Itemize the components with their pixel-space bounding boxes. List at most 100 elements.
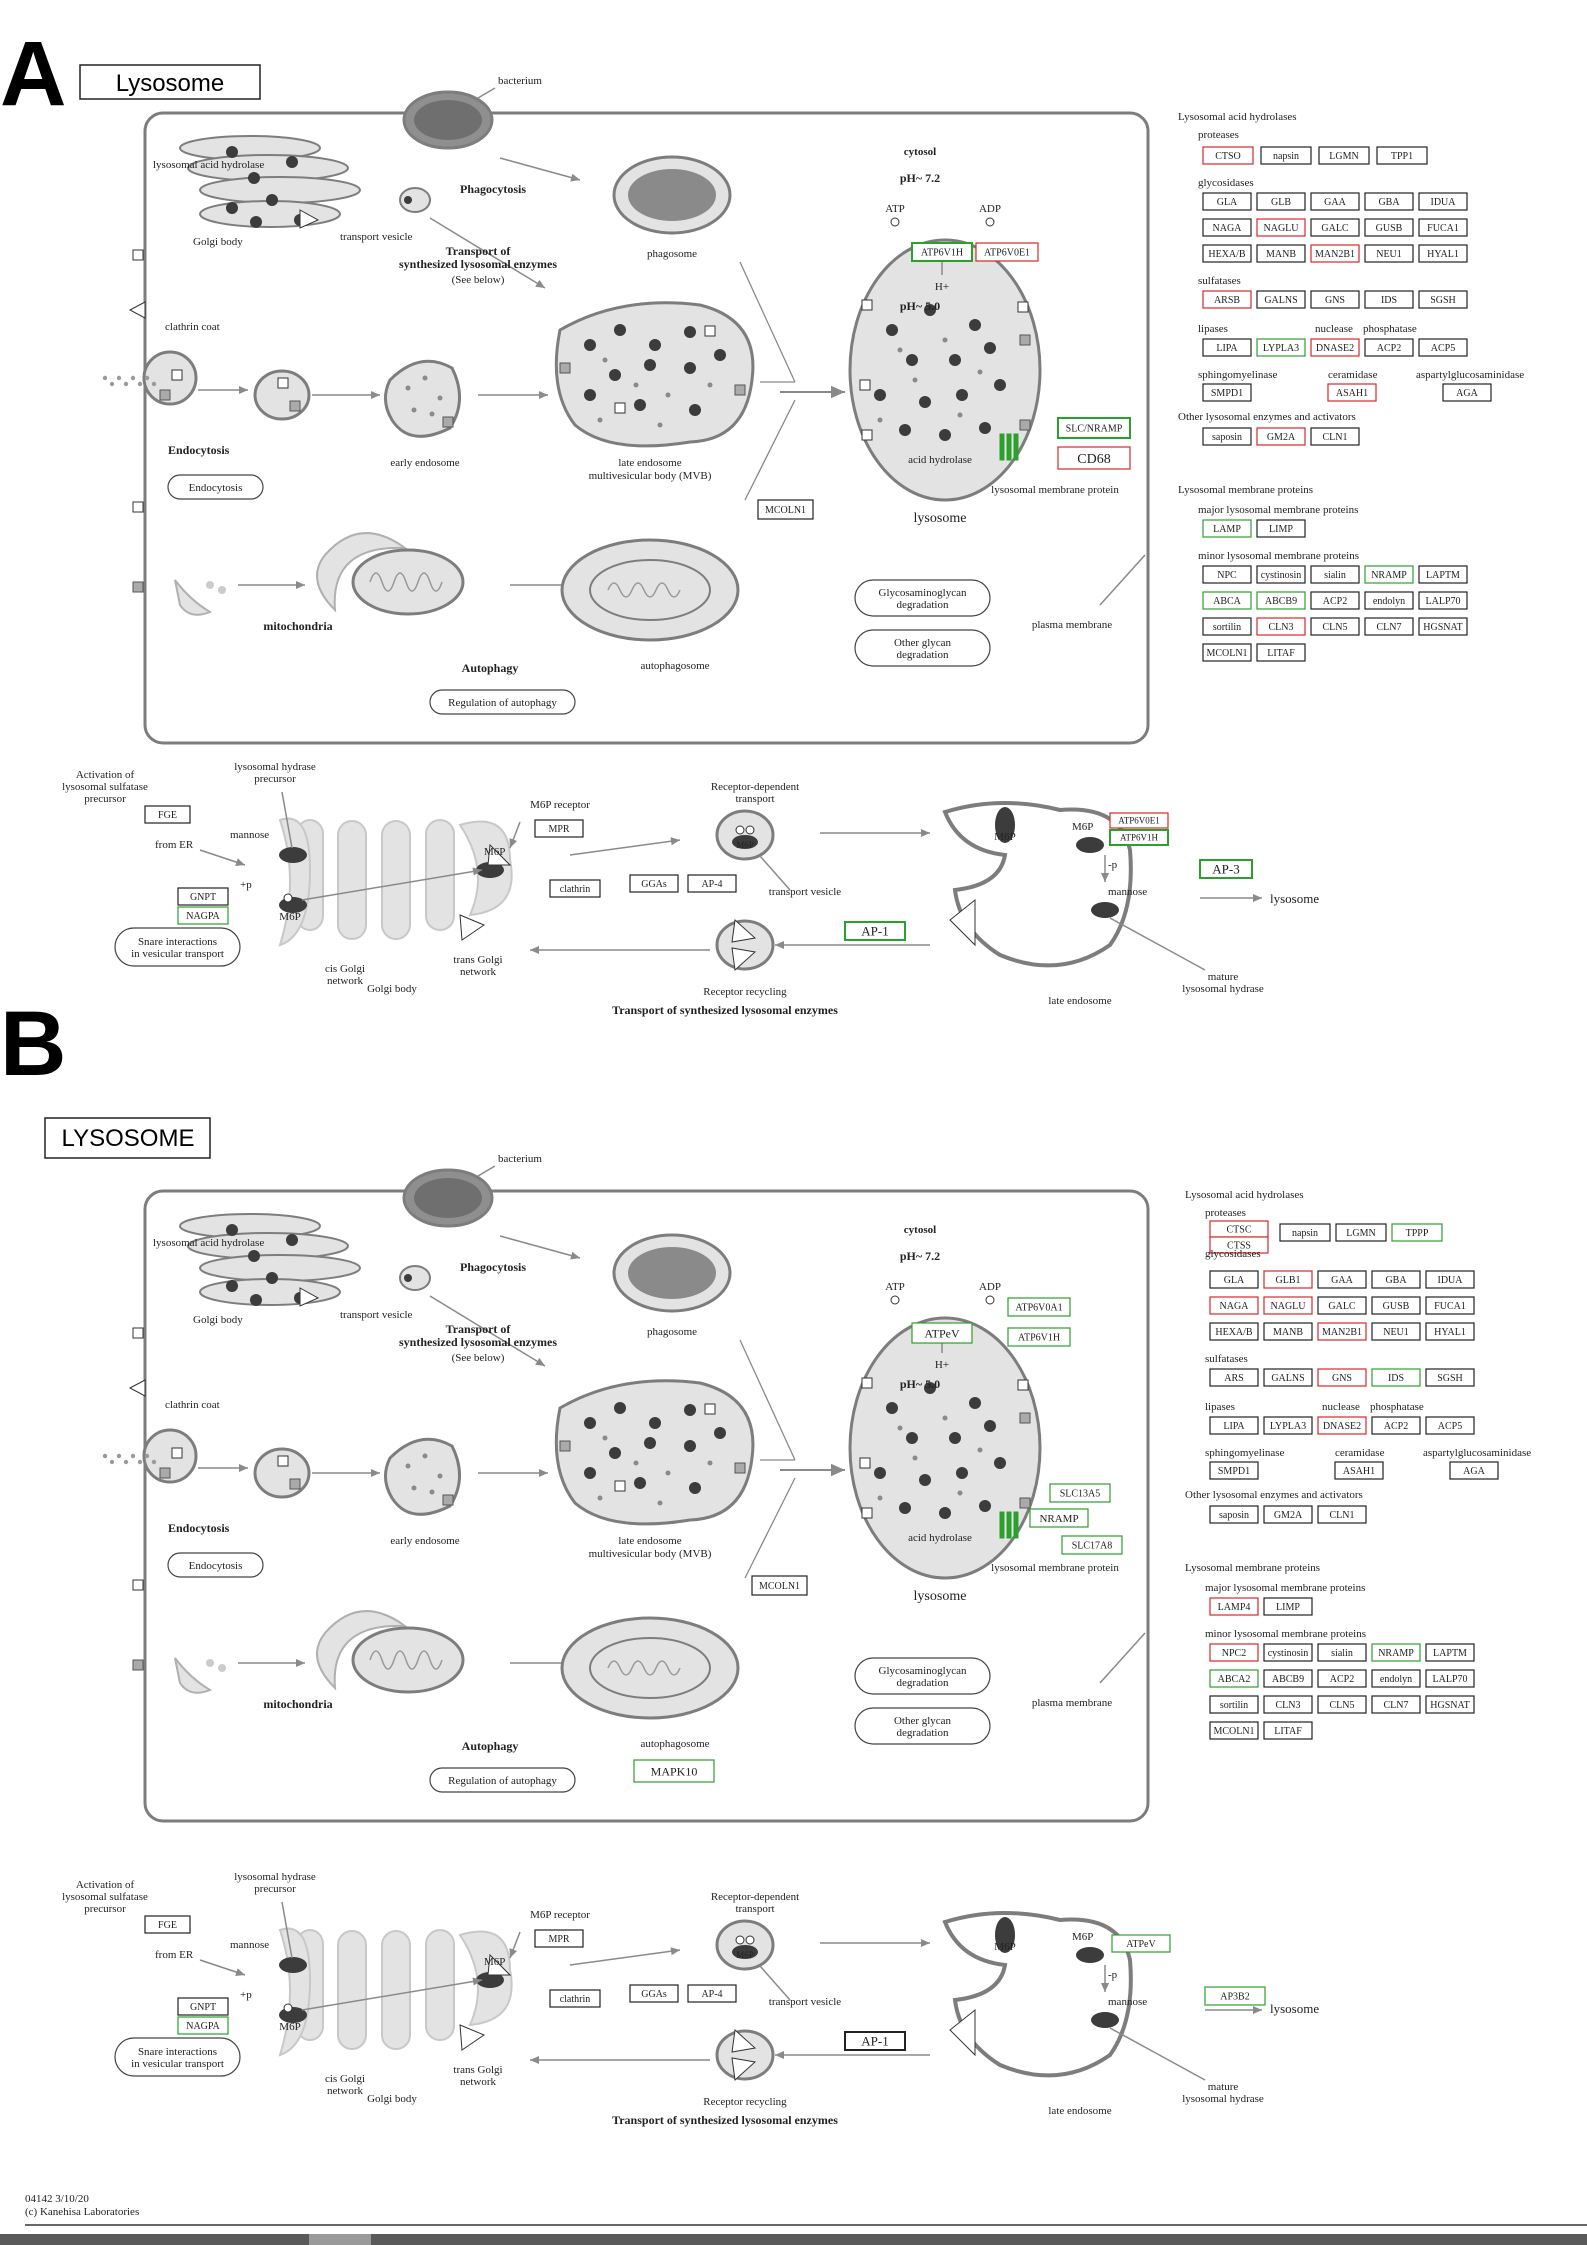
gene-box[interactable] [1263, 1368, 1313, 1387]
gene-box[interactable] [1425, 1695, 1475, 1714]
gene-box[interactable] [1209, 1669, 1259, 1688]
gene-box[interactable] [1364, 244, 1414, 263]
gene-box[interactable] [1209, 1322, 1259, 1341]
gene-box[interactable] [1425, 1643, 1475, 1662]
gene-box[interactable] [1418, 565, 1468, 584]
gene-box[interactable] [1317, 1322, 1367, 1341]
gene-box[interactable] [1202, 643, 1252, 662]
gene-box[interactable] [1209, 1643, 1259, 1662]
gene-box[interactable] [1209, 1270, 1259, 1289]
gene-box[interactable] [1256, 617, 1306, 636]
gene-box[interactable] [687, 1984, 737, 2003]
gene-box[interactable] [177, 887, 229, 906]
gene-box[interactable] [1202, 290, 1252, 309]
gene-box[interactable] [687, 874, 737, 893]
gene-box[interactable] [1364, 218, 1414, 237]
gene-box[interactable] [1364, 338, 1414, 357]
gene-box[interactable] [177, 2016, 229, 2035]
gene-box[interactable] [1209, 1597, 1259, 1616]
gene-box[interactable] [1202, 427, 1252, 446]
gene-box[interactable] [1310, 565, 1360, 584]
gene-box[interactable] [1425, 1322, 1475, 1341]
gene-box[interactable] [1371, 1669, 1421, 1688]
gene-box[interactable] [1391, 1223, 1443, 1242]
gene-box[interactable] [1263, 1322, 1313, 1341]
gene-box[interactable] [1209, 1461, 1259, 1480]
gene-box[interactable] [1364, 192, 1414, 211]
gene-box[interactable] [1310, 218, 1360, 237]
gene-box[interactable] [1418, 591, 1468, 610]
gene-box[interactable] [1202, 383, 1252, 402]
gene-box[interactable] [1425, 1416, 1475, 1435]
gene-box[interactable] [1209, 1236, 1269, 1254]
gene-box[interactable] [1263, 1505, 1313, 1524]
gene-box[interactable] [1007, 1327, 1071, 1347]
gene-box[interactable] [1209, 1505, 1259, 1524]
gene-box[interactable] [1310, 244, 1360, 263]
gene-box[interactable] [549, 879, 601, 898]
gene-box[interactable] [1049, 1483, 1111, 1503]
gene-box[interactable] [911, 242, 973, 262]
gene-box[interactable] [1263, 1695, 1313, 1714]
gene-box[interactable] [1109, 812, 1169, 829]
gene-box[interactable] [751, 1575, 808, 1596]
gene-box[interactable] [1418, 218, 1468, 237]
gene-box[interactable] [1029, 1508, 1089, 1528]
gene-box[interactable] [1260, 146, 1312, 165]
gene-box[interactable] [1335, 1223, 1387, 1242]
gene-box[interactable] [1263, 1416, 1313, 1435]
gene-box[interactable] [1371, 1322, 1421, 1341]
gene-box[interactable] [757, 499, 814, 520]
gene-box[interactable] [1376, 146, 1428, 165]
gene-box[interactable] [1256, 290, 1306, 309]
gene-box[interactable] [1202, 218, 1252, 237]
gene-box[interactable] [1310, 192, 1360, 211]
gene-box[interactable] [144, 805, 191, 824]
gene-box[interactable] [1202, 591, 1252, 610]
gene-box[interactable] [1418, 617, 1468, 636]
gene-box[interactable] [1202, 192, 1252, 211]
gene-box[interactable] [1209, 1296, 1259, 1315]
gene-box[interactable] [144, 1915, 191, 1934]
gene-box[interactable] [1371, 1270, 1421, 1289]
gene-box[interactable] [1061, 1535, 1123, 1555]
gene-box[interactable] [1202, 519, 1252, 538]
gene-box[interactable] [1263, 1296, 1313, 1315]
gene-box[interactable] [1310, 427, 1360, 446]
gene-box[interactable] [1327, 383, 1377, 402]
gene-box[interactable] [1317, 1695, 1367, 1714]
gene-box[interactable] [1334, 1461, 1384, 1480]
gene-box[interactable] [177, 1997, 229, 2016]
gene-box[interactable] [1317, 1643, 1367, 1662]
gene-box[interactable] [1109, 829, 1169, 846]
gene-box[interactable] [1371, 1368, 1421, 1387]
gene-box[interactable] [1364, 591, 1414, 610]
gene-box[interactable] [975, 242, 1039, 262]
gene-box[interactable] [844, 921, 906, 941]
gene-box[interactable] [1442, 383, 1492, 402]
gene-box[interactable] [1202, 565, 1252, 584]
gene-box[interactable] [1204, 1986, 1266, 2006]
gene-box[interactable] [1418, 338, 1468, 357]
gene-box[interactable] [1371, 1296, 1421, 1315]
gene-box[interactable] [1425, 1368, 1475, 1387]
gene-box[interactable] [1425, 1270, 1475, 1289]
gene-box[interactable] [1199, 859, 1253, 879]
gene-box[interactable] [1279, 1223, 1331, 1242]
gene-box[interactable] [1202, 146, 1254, 165]
gene-box[interactable] [177, 906, 229, 925]
gene-box[interactable] [629, 1984, 679, 2003]
gene-box[interactable] [844, 2031, 906, 2051]
gene-box[interactable] [1263, 1669, 1313, 1688]
gene-box[interactable] [629, 874, 679, 893]
gene-box[interactable] [1057, 417, 1131, 439]
gene-box[interactable] [1449, 1461, 1499, 1480]
gene-box[interactable] [1418, 192, 1468, 211]
gene-box[interactable] [1263, 1721, 1313, 1740]
gene-box[interactable] [1209, 1721, 1259, 1740]
gene-box[interactable] [1317, 1296, 1367, 1315]
gene-box[interactable] [1317, 1270, 1367, 1289]
gene-box[interactable] [534, 819, 584, 838]
gene-box[interactable] [1317, 1368, 1367, 1387]
gene-box[interactable] [633, 1759, 715, 1783]
